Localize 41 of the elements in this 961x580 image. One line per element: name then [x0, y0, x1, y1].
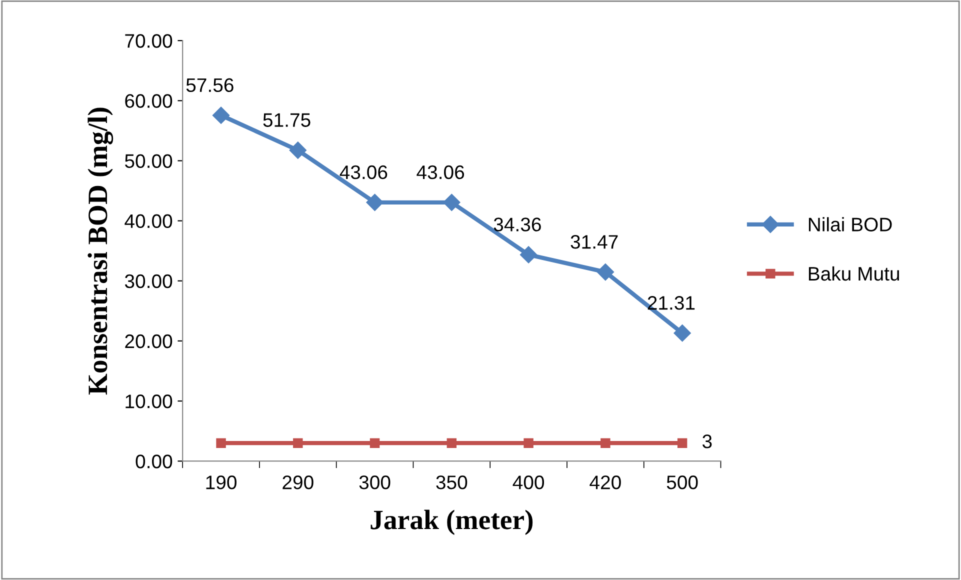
point	[216, 438, 226, 448]
point	[370, 438, 380, 448]
y-tick-label: 20.00	[125, 334, 172, 348]
y-tick-label: 50.00	[124, 154, 172, 168]
x-tick-label: 190	[206, 476, 236, 490]
point	[520, 246, 538, 264]
data-label: 43.06	[340, 165, 388, 180]
point	[596, 264, 614, 281]
point	[446, 438, 457, 448]
point	[212, 106, 230, 124]
x-tick-label: 400	[512, 476, 544, 490]
x-axis-title: Jarak (meter)	[370, 510, 533, 535]
data-label: 21.31	[648, 296, 695, 310]
x-tick-label: 290	[282, 476, 314, 490]
legend-label: Baku Mutu	[808, 266, 900, 281]
y-axis-title: Konsentrasi BOD (mg/l)	[88, 108, 114, 395]
point	[443, 194, 460, 211]
point	[677, 438, 688, 448]
data-label: 3	[702, 434, 712, 448]
point	[674, 324, 691, 342]
x-tick-label: 420	[590, 476, 621, 490]
x-tick-label: 500	[666, 476, 698, 490]
point	[600, 438, 610, 448]
point	[524, 438, 534, 448]
data-label: 57.56	[186, 78, 234, 92]
point	[366, 194, 384, 211]
point	[289, 142, 306, 159]
y-tick-label: 30.00	[124, 274, 172, 288]
data-label: 34.36	[494, 218, 541, 232]
data-label: 31.47	[570, 235, 618, 249]
y-tick-label: 0.00	[136, 454, 172, 468]
point	[293, 438, 303, 448]
x-tick-label: 350	[436, 476, 468, 490]
y-tick-label: 70.00	[125, 34, 172, 48]
y-tick-label: 60.00	[125, 94, 172, 108]
legend-label: Nilai BOD	[808, 217, 892, 232]
y-tick-label: 10.00	[126, 394, 172, 408]
data-label: 43.06	[416, 165, 464, 180]
data-label: 51.75	[263, 113, 310, 127]
x-tick-label: 300	[359, 476, 390, 490]
y-tick-label: 40.00	[124, 214, 172, 228]
